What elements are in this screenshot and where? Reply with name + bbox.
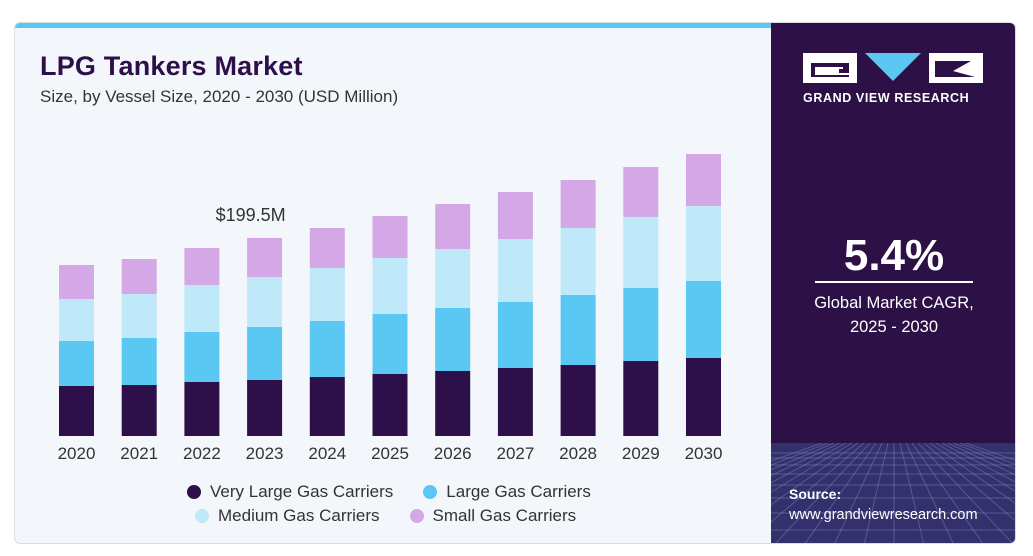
x-tick-label-2025: 2025 <box>371 444 409 463</box>
bar-2028-small <box>560 180 596 228</box>
x-tick-label-2022: 2022 <box>183 444 221 463</box>
bar-2022-medium <box>184 285 220 332</box>
source-link[interactable]: www.grandviewresearch.com <box>789 507 978 523</box>
bar-2029-large <box>623 288 659 361</box>
x-tick-label-2028: 2028 <box>559 444 597 463</box>
bar-2023-medium <box>247 277 283 327</box>
bar-2028-medium <box>560 228 596 295</box>
legend-swatch-small <box>409 509 424 523</box>
bar-2025-small <box>372 216 408 258</box>
bar-2022-small <box>184 248 220 285</box>
summary-panel: GRAND VIEW RESEARCH 5.4% Global Market C… <box>771 23 1015 543</box>
source-label: Source: <box>789 486 842 502</box>
cagr-divider <box>815 281 973 283</box>
chart-subtitle: Size, by Vessel Size, 2020 - 2030 (USD M… <box>40 87 399 106</box>
bar-2021-small <box>121 259 157 294</box>
bar-2026-medium <box>435 249 471 308</box>
bar-2025-large <box>372 314 408 374</box>
bar-2025-medium <box>372 258 408 314</box>
legend-label-small: Small Gas Carriers <box>432 506 577 525</box>
bar-2026-very-large <box>435 371 471 436</box>
legend-item-small: Small Gas Carriers <box>409 506 577 526</box>
bar-2029-medium <box>623 217 659 288</box>
bar-2026-large <box>435 308 471 371</box>
bar-2030-medium <box>686 206 721 281</box>
bar-2025-very-large <box>372 374 408 436</box>
legend-item-large: Large Gas Carriers <box>423 482 591 502</box>
bar-2026-small <box>435 204 471 249</box>
bar-2030-very-large <box>686 358 721 436</box>
bar-2020-medium <box>59 299 94 341</box>
bar-2020-very-large <box>59 386 94 436</box>
bar-2028-large <box>560 295 596 365</box>
cagr-label: Global Market CAGR, 2025 - 2030 <box>771 291 1015 339</box>
legend-swatch-large <box>423 485 438 499</box>
brand-logo <box>803 53 983 83</box>
bar-2024-large <box>309 321 345 377</box>
bar-2027-large <box>497 302 533 368</box>
bar-2029-small <box>623 167 659 217</box>
stacked-bar-chart: 2020 2021 2022 2023 2024 2025 2026 2027 2028 2029… <box>58 154 723 463</box>
bar-2024-small <box>309 228 345 268</box>
x-tick-label-2029: 2029 <box>622 444 660 463</box>
x-tick-label-2024: 2024 <box>308 444 346 463</box>
data-label-2023: $199.5M <box>216 205 286 225</box>
chart-title: LPG Tankers Market <box>40 51 303 81</box>
bar-2021-medium <box>121 294 157 338</box>
cagr-value: 5.4% <box>843 231 945 280</box>
bar-2021-large <box>121 338 157 385</box>
accent-strip <box>15 23 771 28</box>
bar-2027-very-large <box>497 368 533 436</box>
legend-item-medium: Medium Gas Carriers <box>195 506 380 526</box>
x-tick-label-2027: 2027 <box>496 444 534 463</box>
legend-label-large: Large Gas Carriers <box>446 482 591 501</box>
decorative-grid <box>771 443 1015 543</box>
x-tick-label-2030: 2030 <box>685 444 723 463</box>
bar-2022-large <box>184 332 220 382</box>
bar-2023-small <box>247 238 283 277</box>
bar-2020-small <box>59 265 94 299</box>
bar-2022-very-large <box>184 382 220 436</box>
bar-2028-very-large <box>560 365 596 436</box>
x-tick-label-2020: 2020 <box>58 444 96 463</box>
bar-2027-small <box>497 192 533 239</box>
legend-label-very-large: Very Large Gas Carriers <box>210 482 394 501</box>
bar-2023-very-large <box>247 380 283 436</box>
brand-name: GRAND VIEW RESEARCH <box>803 91 970 105</box>
bar-2021-very-large <box>121 385 157 436</box>
bar-2027-medium <box>497 239 533 302</box>
bar-2023-large <box>247 327 283 380</box>
x-tick-label-2023: 2023 <box>246 444 284 463</box>
infographic-card: LPG Tankers Market Size, by Vessel Size,… <box>14 22 1016 544</box>
bar-2030-large <box>686 281 721 358</box>
legend-item-very-large: Very Large Gas Carriers <box>187 482 393 502</box>
bar-2024-very-large <box>309 377 345 436</box>
bar-2029-very-large <box>623 361 659 436</box>
cagr-label-line1: Global Market CAGR, <box>814 294 974 312</box>
bar-2020-large <box>59 341 94 386</box>
chart-panel: LPG Tankers Market Size, by Vessel Size,… <box>15 23 771 543</box>
x-tick-label-2021: 2021 <box>120 444 158 463</box>
cagr-label-line2: 2025 - 2030 <box>849 318 939 336</box>
x-tick-label-2026: 2026 <box>434 444 472 463</box>
legend-swatch-medium <box>195 509 209 523</box>
bar-2024-medium <box>309 268 345 321</box>
bar-2030-small <box>686 154 721 206</box>
legend-swatch-very-large <box>187 485 201 499</box>
legend-label-medium: Medium Gas Carriers <box>218 506 380 525</box>
